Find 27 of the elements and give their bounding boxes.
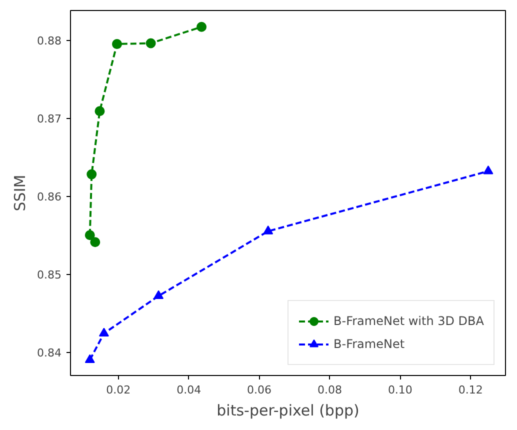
legend-label: B-FrameNet	[334, 337, 405, 351]
x-tick-label: 0.06	[247, 384, 272, 396]
y-tick-label: 0.88	[37, 34, 62, 48]
point	[483, 165, 494, 174]
x-tick-label: 0.10	[388, 384, 412, 396]
x-tick-label: 0.12	[458, 384, 483, 396]
point	[146, 38, 156, 48]
y-tick-label: 0.87	[37, 112, 62, 126]
y-axis-title: SSIM	[11, 174, 30, 212]
point	[94, 106, 105, 116]
point	[86, 169, 97, 180]
y-tick-label: 0.84	[37, 346, 62, 360]
point	[84, 354, 95, 363]
x-axis-title: bits-per-pixel (bpp)	[216, 402, 360, 420]
point	[98, 328, 109, 336]
legend-label: B-FrameNet with 3D DBA	[334, 314, 484, 328]
point	[154, 290, 164, 300]
point	[263, 226, 274, 234]
x-tick-label: 0.04	[176, 384, 202, 396]
y-tick-label: 0.86	[37, 190, 62, 204]
y-tick-label: 0.85	[37, 268, 62, 282]
x-tick-label: 0.02	[106, 384, 131, 396]
point	[112, 39, 122, 50]
point	[196, 22, 207, 32]
x-tick-label: 0.08	[317, 384, 342, 396]
point	[90, 237, 100, 248]
point	[84, 230, 95, 240]
